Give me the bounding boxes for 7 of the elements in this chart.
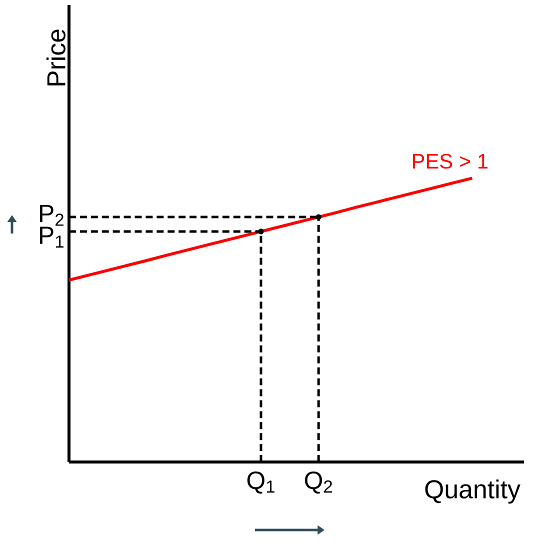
series-label: PES > 1 (412, 154, 488, 169)
x-tick-label: Q$_{2}$ (304, 471, 332, 494)
x-tick-label: Q$_{1}$ (247, 471, 274, 494)
annotation: P$_{2}$ (40, 204, 64, 226)
y-axis-title: Price (46, 30, 66, 86)
x-axis-title: Quantity (425, 479, 520, 504)
annotation: P$_{1}$ (40, 226, 64, 248)
